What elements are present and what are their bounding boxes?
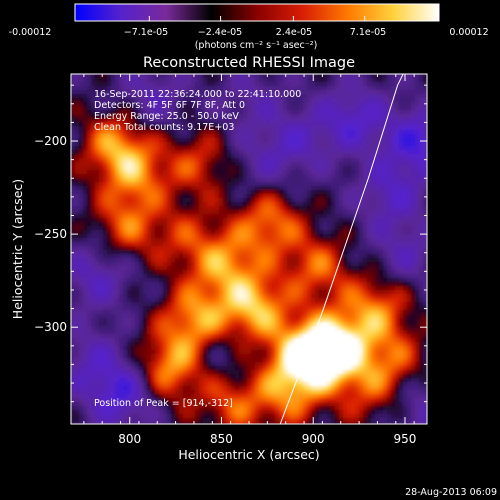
colorbar-tick-label: −2.4e-05 [198,27,242,38]
x-tick-label: 800 [118,432,141,446]
y-axis-label: Heliocentric Y (arcsec) [10,179,25,319]
colorbar-tick-label: 2.4e-05 [276,27,312,38]
chart-title: Reconstructed RHESSI Image [143,55,355,71]
x-tick-label: 900 [302,432,325,446]
x-axis-tick-labels: 800 850 900 950 [118,432,416,446]
peak-position-annotation: Position of Peak = [914,-312] [94,398,233,409]
y-axis-ticks [71,84,427,403]
colorbar [74,3,440,22]
x-tick-label: 950 [394,432,417,446]
x-tick-label: 850 [210,432,233,446]
colorbar-ticks [74,16,440,21]
colorbar-tick-label: -0.00012 [9,27,52,38]
y-tick-label: −250 [34,227,67,241]
colorbar-tick-label: −7.1e-05 [124,27,168,38]
x-axis-ticks [83,74,415,424]
plot-annotations: 16-Sep-2011 22:36:24.000 to 22:41:10.000… [94,89,301,409]
colorbar-tick-label: 0.00012 [449,27,488,38]
y-tick-label: −300 [34,320,67,334]
y-axis-tick-labels: −200 −250 −300 [34,134,67,334]
colorbar-tick-labels: -0.00012 −7.1e-05 −2.4e-05 2.4e-05 7.1e-… [9,27,489,38]
heatmap-image [71,74,427,424]
colorbar-units-label: (photons cm⁻² s⁻¹ asec⁻²) [195,40,318,51]
time-range-annotation: 16-Sep-2011 22:36:24.000 to 22:41:10.000 [94,89,301,100]
colorbar-tick-label: 7.1e-05 [350,27,386,38]
x-axis-label: Heliocentric X (arcsec) [178,447,319,462]
footer-timestamp: 28-Aug-2013 06:09 [405,487,497,498]
y-tick-label: −200 [34,134,67,148]
energy-range-annotation: Energy Range: 25.0 - 50.0 keV [94,111,239,122]
method-annotation: Clean Total counts: 9.17E+03 [94,122,234,133]
detectors-annotation: Detectors: 4F 5F 6F 7F 8F, Att 0 [94,100,245,111]
solar-limb-curve [279,74,404,424]
